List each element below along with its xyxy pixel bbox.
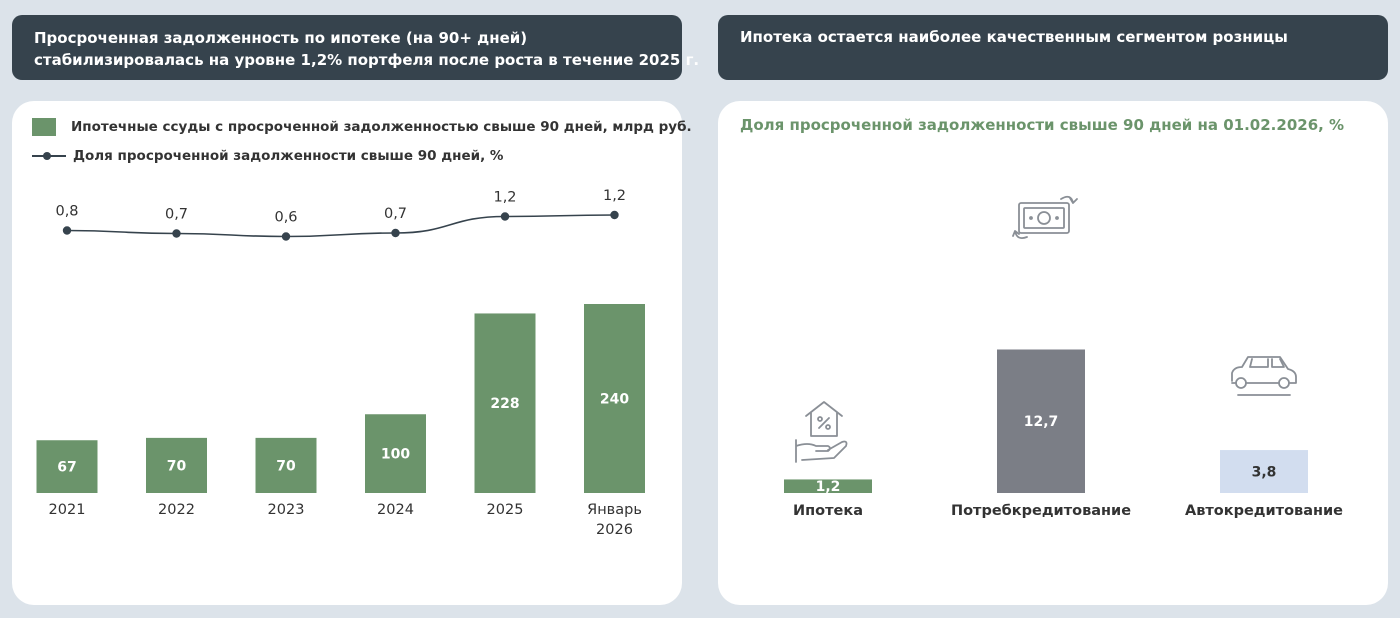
house-in-hand-icon xyxy=(795,401,848,463)
x-tick-label: Ипотека xyxy=(793,503,863,519)
bar-value-label: 67 xyxy=(57,460,76,476)
segment-quality-chart-card: Доля просроченной задолженности свыше 90… xyxy=(718,101,1388,605)
right-header: Ипотека остается наиболее качественным с… xyxy=(718,15,1388,80)
legend-line-label: Доля просроченной задолженности свыше 90… xyxy=(73,148,504,164)
bar-2021 xyxy=(36,440,98,493)
bar-2025 xyxy=(474,313,536,493)
x-tick-label: Потребкредитование xyxy=(951,503,1131,519)
share-value-label: 1,2 xyxy=(493,190,516,206)
x-tick-label: 2022 xyxy=(158,502,195,518)
left-header-line-2: стабилизировалась на уровне 1,2% портфел… xyxy=(34,51,700,69)
share-value-label: 1,2 xyxy=(603,188,626,204)
bar-2024 xyxy=(365,414,426,493)
bar-value-label: 100 xyxy=(381,447,410,463)
bar-2022 xyxy=(146,437,207,493)
money-exchange-icon xyxy=(1012,195,1078,240)
x-tick-label: Январь 2026 xyxy=(587,502,642,538)
legend-item-line: Доля просроченной задолженности свыше 90… xyxy=(32,146,503,166)
bar-value-label: 12,7 xyxy=(1024,414,1059,430)
x-tick-label: 2025 xyxy=(487,502,524,518)
legend-item-bars: Ипотечные ссуды с просроченной задолженн… xyxy=(32,117,692,137)
mortgage-overdue-chart-card: Ипотечные ссуды с просроченной задолженн… xyxy=(12,101,692,605)
bar-автокредитование xyxy=(1220,450,1308,493)
legend-bar-swatch xyxy=(32,118,56,136)
left-header: Просроченная задолженность по ипотеке (н… xyxy=(12,15,700,80)
x-tick-label: Автокредитование xyxy=(1185,503,1343,519)
legend-line-marker xyxy=(32,152,66,160)
bar-value-label: 1,2 xyxy=(816,479,841,495)
share-point xyxy=(172,229,181,238)
share-value-label: 0,7 xyxy=(384,206,407,222)
left-header-line-1: Просроченная задолженность по ипотеке (н… xyxy=(34,29,528,47)
share-point xyxy=(610,210,619,220)
share-point xyxy=(391,228,400,238)
x-tick-label: 2024 xyxy=(377,502,414,518)
bar-value-label: 240 xyxy=(600,392,629,408)
bar-потребкредитование xyxy=(997,349,1085,493)
bar-2023 xyxy=(255,437,317,493)
share-value-label: 0,8 xyxy=(55,204,78,220)
mortgage-overdue-combo-chart: 67 2021 70 2022 70 2023 100 2024 228 2025 240 Январ… xyxy=(36,188,645,538)
car-icon xyxy=(1231,356,1297,396)
right-chart-title: Доля просроченной задолженности свыше 90… xyxy=(740,116,1345,134)
segment-overdue-bar-chart: 1,2 Ипотека 12,7 Потребкредитование 3,8 Авток… xyxy=(784,195,1343,519)
x-tick-label: 2023 xyxy=(268,502,305,518)
share-value-label: 0,7 xyxy=(165,207,188,223)
bar-value-label: 70 xyxy=(276,458,296,474)
x-tick-label: 2021 xyxy=(49,502,86,518)
bar-ипотека xyxy=(784,479,872,493)
share-line xyxy=(66,214,615,238)
legend-bar-label: Ипотечные ссуды с просроченной задолженн… xyxy=(71,119,692,135)
share-value-label: 0,6 xyxy=(274,210,297,226)
bar-value-label: 3,8 xyxy=(1252,465,1277,481)
bar-value-label: 70 xyxy=(167,458,187,474)
share-point xyxy=(281,232,291,241)
bar-январь-2026 xyxy=(584,304,645,493)
share-point xyxy=(500,212,510,221)
bar-value-label: 228 xyxy=(490,396,519,412)
right-header-title: Ипотека остается наиболее качественным с… xyxy=(740,28,1288,46)
share-point xyxy=(62,226,72,235)
